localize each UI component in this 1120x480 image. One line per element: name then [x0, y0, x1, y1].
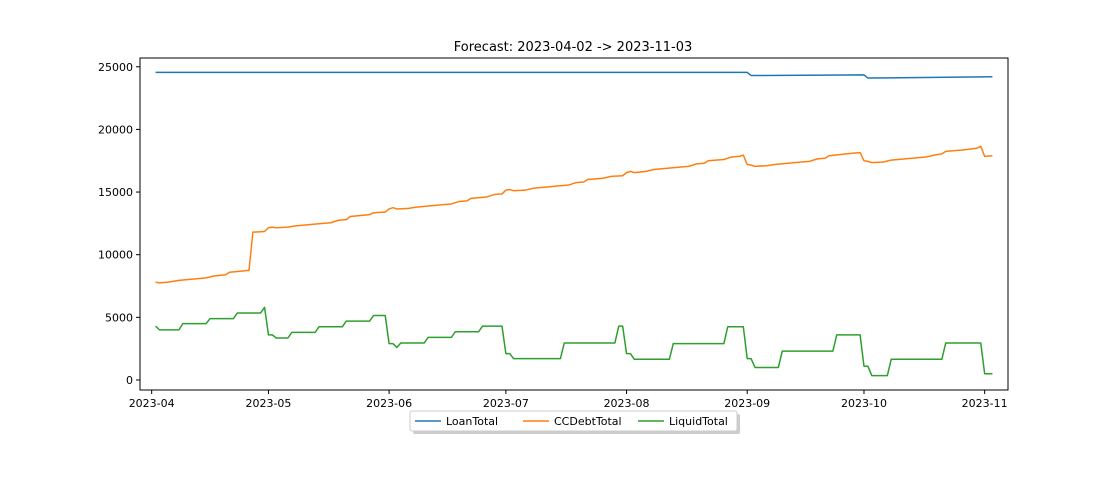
- plot-frame: [139, 57, 1009, 391]
- y-tick-label: 25000: [98, 61, 133, 74]
- y-tick-label: 15000: [98, 186, 133, 199]
- legend-label-ccdebttotal: CCDebtTotal: [554, 415, 622, 428]
- x-tick-label: 2023-10: [841, 397, 887, 410]
- y-tick-label: 5000: [105, 311, 133, 324]
- legend-items: LoanTotal CCDebtTotal LiquidTotal: [415, 415, 728, 428]
- legend: LoanTotal CCDebtTotal LiquidTotal: [409, 410, 740, 434]
- y-axis: 0 5000 10000 15000 20000 25000: [98, 61, 140, 387]
- y-tick-label: 10000: [98, 249, 133, 262]
- x-axis: 2023-04 2023-05 2023-06 2023-07 2023-08 2023-…: [129, 390, 1008, 410]
- series-line-liquidtotal: [155, 306, 993, 377]
- chart-title: Forecast: 2023-04-02 -> 2023-11-03: [454, 40, 692, 55]
- x-tick-label: 2023-09: [724, 397, 770, 410]
- series-line-ccdebttotal: [155, 145, 993, 284]
- plot-lines: [155, 71, 993, 377]
- series-line-loantotal: [155, 71, 993, 79]
- x-tick-label: 2023-08: [604, 397, 650, 410]
- legend-label-liquidtotal: LiquidTotal: [669, 415, 728, 428]
- y-tick-label: 20000: [98, 123, 133, 136]
- legend-box: [409, 410, 738, 432]
- x-tick-label: 2023-06: [366, 397, 412, 410]
- x-tick-label: 2023-05: [245, 397, 291, 410]
- legend-label-loantotal: LoanTotal: [446, 415, 498, 428]
- x-tick-label: 2023-07: [483, 397, 529, 410]
- y-tick-label: 0: [126, 374, 133, 387]
- x-tick-label: 2023-04: [129, 397, 175, 410]
- x-tick-label: 2023-11: [962, 397, 1008, 410]
